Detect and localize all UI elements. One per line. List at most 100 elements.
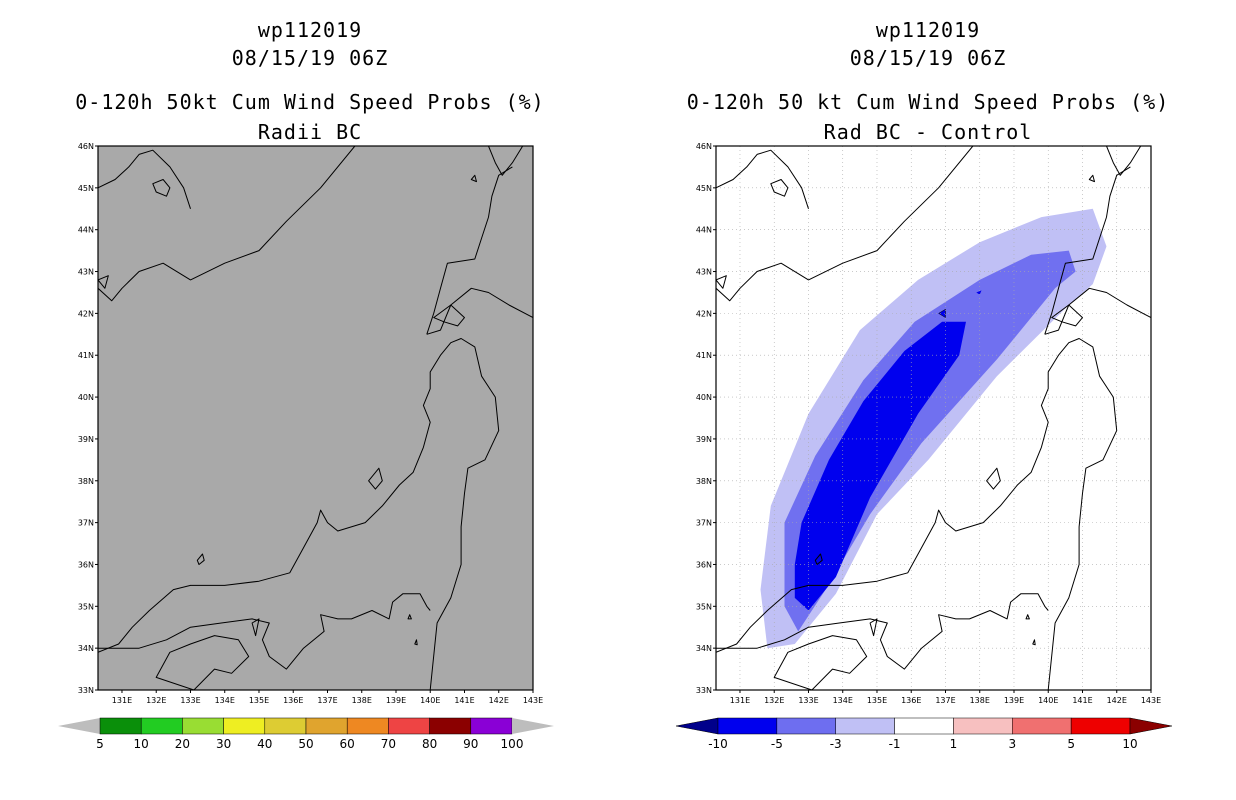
coastline-khanka xyxy=(152,179,171,197)
lat-tick-label: 37N xyxy=(78,519,94,528)
coastline-honshuSouth xyxy=(716,593,1049,670)
colorbar-label: 10 xyxy=(134,737,149,751)
storm-id-title: wp112019 xyxy=(257,18,363,42)
lat-tick-label: 34N xyxy=(78,644,94,653)
colorbar-label: 70 xyxy=(381,737,396,751)
lat-tick-label: 46N xyxy=(78,142,94,151)
coastline-sakhalin xyxy=(488,146,524,176)
lon-tick-label: 139E xyxy=(1004,696,1024,705)
subtitle: Rad BC - Control xyxy=(823,120,1033,144)
lon-tick-label: 143E xyxy=(1141,696,1161,705)
coastline-okiIsland xyxy=(814,553,823,565)
coastline-rishiri xyxy=(470,174,477,183)
colorbar-segment xyxy=(140,717,183,735)
left-panel: wp112019 08/15/19 06Z 0-120h 50kt Cum Wi… xyxy=(30,0,590,790)
difference-map: 46N 45N 44N 43N 42N 41N 40N 39N 38N 37N 36N 35N 34N 3… xyxy=(696,142,1161,705)
colorbar-segment xyxy=(835,717,895,735)
lat-tick-label: 33N xyxy=(78,686,94,695)
lat-tick-label: 39N xyxy=(696,435,712,444)
coastline-honshu xyxy=(98,338,500,690)
colorbar-segment xyxy=(717,717,778,735)
storm-id-title: wp112019 xyxy=(875,18,981,42)
coastline-oshima xyxy=(1051,304,1083,327)
colorbar-segment xyxy=(346,717,389,735)
colorbar-segment xyxy=(894,717,954,735)
lat-tick-label: 44N xyxy=(696,226,712,235)
colorbar-label: 40 xyxy=(257,737,272,751)
map-content xyxy=(716,146,1151,690)
colorbar: -10 -5 -3 -1 1 3 5 10 xyxy=(675,717,1173,751)
coastline-awaji xyxy=(869,618,878,637)
coastline-okiIsland xyxy=(196,553,205,565)
colorbar-low-arrow xyxy=(675,717,719,735)
lon-tick-label: 140E xyxy=(1038,696,1058,705)
lon-tick-label: 134E xyxy=(833,696,853,705)
lon-tick-label: 141E xyxy=(454,696,474,705)
colorbar-label: 20 xyxy=(175,737,190,751)
lat-tick-label: 33N xyxy=(696,686,712,695)
lon-tick-label: 133E xyxy=(798,696,818,705)
lat-tick-label: 35N xyxy=(78,602,94,611)
lon-tick-label: 142E xyxy=(1107,696,1127,705)
lon-tick-label: 137E xyxy=(935,696,955,705)
coastline-hokkaido xyxy=(1044,287,1151,335)
colorbar-label: 50 xyxy=(298,737,313,751)
colorbar-label: 5 xyxy=(1067,737,1075,751)
colorbar-label: -10 xyxy=(708,737,728,751)
lat-tick-label: 43N xyxy=(78,268,94,277)
coastline-honshu xyxy=(716,338,1118,690)
coastline-honshuSouth xyxy=(98,593,431,670)
probability-contour-3 xyxy=(794,321,966,611)
colorbar-segment xyxy=(470,717,513,735)
lon-tick-label: 143E xyxy=(523,696,543,705)
small-contour xyxy=(938,308,946,319)
coastline-oshima xyxy=(433,304,465,327)
colorbar-label: 3 xyxy=(1008,737,1016,751)
coastline-izu1 xyxy=(407,614,412,620)
lat-tick-label: 42N xyxy=(696,309,712,318)
lon-tick-label: 134E xyxy=(215,696,235,705)
lon-tick-label: 139E xyxy=(386,696,406,705)
colorbar-label: 80 xyxy=(422,737,437,751)
lat-tick-label: 40N xyxy=(696,393,712,402)
map-background xyxy=(98,146,533,690)
colorbar-segment xyxy=(264,717,307,735)
product-title: 0-120h 50kt Cum Wind Speed Probs (%) xyxy=(75,90,545,114)
colorbar-label: 5 xyxy=(96,737,104,751)
coastline-izu2 xyxy=(414,639,418,646)
lat-tick-label: 40N xyxy=(78,393,94,402)
colorbar-label: 60 xyxy=(340,737,355,751)
coastline-hokkaidoWest xyxy=(1044,166,1131,335)
product-title: 0-120h 50 kt Cum Wind Speed Probs (%) xyxy=(686,90,1170,114)
lat-tick-label: 35N xyxy=(696,602,712,611)
lon-tick-label: 131E xyxy=(112,696,132,705)
colorbar-label: -1 xyxy=(889,737,901,751)
lat-tick-label: 46N xyxy=(696,142,712,151)
colorbar-label: 1 xyxy=(950,737,958,751)
colorbar-segment xyxy=(99,717,142,735)
lat-tick-label: 45N xyxy=(78,184,94,193)
colorbar-high-arrow xyxy=(1129,717,1173,735)
colorbar-low-arrow xyxy=(58,718,100,734)
lon-tick-label: 136E xyxy=(901,696,921,705)
colorbar: 5 10 20 30 40 50 60 70 80 90 100 xyxy=(58,717,554,751)
lat-tick-label: 38N xyxy=(78,477,94,486)
lat-tick-label: 43N xyxy=(696,268,712,277)
map-frame xyxy=(715,145,1152,691)
map-frame xyxy=(97,145,534,691)
colorbar-segment xyxy=(776,717,836,735)
coastline-izu2 xyxy=(1032,639,1036,646)
lon-tick-label: 136E xyxy=(283,696,303,705)
coastline-continentInner xyxy=(98,149,191,209)
lon-tick-label: 132E xyxy=(764,696,784,705)
coastline-izu1 xyxy=(1025,614,1030,620)
lon-tick-label: 138E xyxy=(970,696,990,705)
colorbar-segment xyxy=(429,717,472,735)
colorbar-segment xyxy=(305,717,348,735)
lon-tick-label: 131E xyxy=(730,696,750,705)
colorbar-segment xyxy=(953,717,1013,735)
lat-tick-label: 38N xyxy=(696,477,712,486)
coastline-sakhalin xyxy=(1106,146,1142,176)
datetime-title: 08/15/19 06Z xyxy=(231,46,389,70)
lat-tick-label: 41N xyxy=(696,351,712,360)
